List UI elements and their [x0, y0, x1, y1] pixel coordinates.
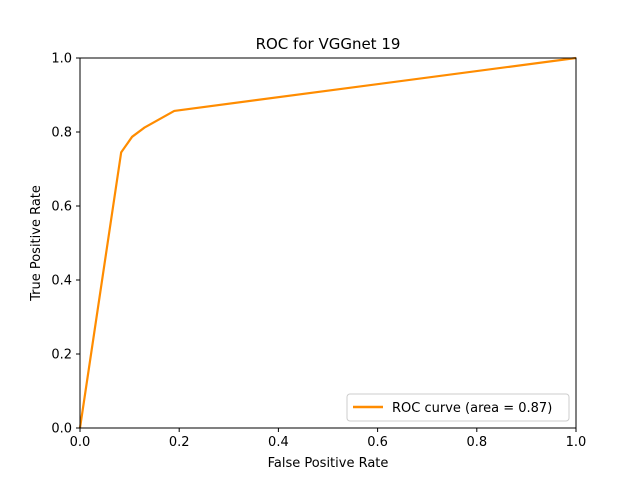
legend-box [346, 393, 570, 422]
x-tick-label: 0.2 [169, 435, 190, 450]
x-tick-label: 1.0 [566, 435, 587, 450]
y-tick-label: 0.0 [51, 422, 72, 437]
y-tick-label: 0.6 [51, 200, 72, 215]
y-tick-label: 0.2 [51, 348, 72, 363]
plot-background [80, 58, 576, 428]
x-tick-label: 0.0 [70, 435, 91, 450]
y-tick-label: 1.0 [51, 52, 72, 67]
x-axis-label: False Positive Rate [268, 456, 389, 471]
legend: ROC curve (area = 0.87) [346, 393, 570, 422]
y-tick-label: 0.8 [51, 126, 72, 141]
y-axis-label: True Positive Rate [29, 185, 44, 302]
chart-title: ROC for VGGnet 19 [256, 35, 401, 53]
y-axis-ticks: 0.0 0.2 0.4 0.6 0.8 1.0 [51, 52, 80, 437]
y-tick-label: 0.4 [51, 274, 72, 289]
x-tick-label: 0.4 [268, 435, 289, 450]
legend-entry-label: ROC curve (area = 0.87) [392, 401, 552, 416]
series-layer [78, 56, 577, 429]
plot-area [80, 58, 576, 428]
x-tick-label: 0.6 [367, 435, 388, 450]
plot-frame [79, 57, 577, 429]
roc-curve-line [78, 56, 577, 429]
x-axis-ticks: 0.0 0.2 0.4 0.6 0.8 1.0 [70, 428, 587, 450]
x-tick-label: 0.8 [466, 435, 487, 450]
